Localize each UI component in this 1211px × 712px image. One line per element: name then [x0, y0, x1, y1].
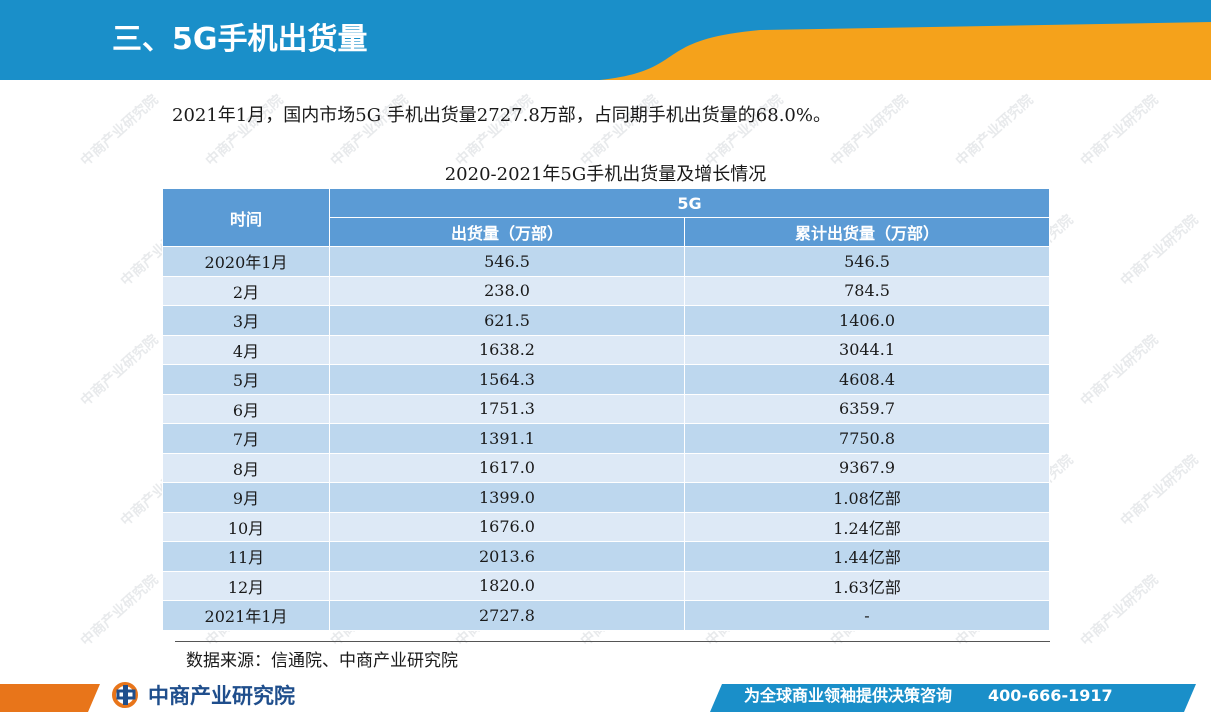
header-background: [0, 0, 1211, 80]
header-5g: 5G: [328, 188, 1051, 218]
cell-shipment: 1638.2: [329, 334, 685, 365]
source-note: 数据来源：信通院、中商产业研究院: [186, 651, 458, 671]
cell-shipment: 1751.3: [329, 393, 685, 424]
cell-shipment: 1676.0: [329, 511, 685, 542]
cell-time: 11月: [162, 541, 330, 572]
cell-cumulative: 9367.9: [683, 452, 1051, 483]
company-logo: 中商产业研究院: [112, 681, 295, 709]
footer-bar: [0, 680, 1211, 712]
cell-shipment: 2013.6: [329, 541, 685, 572]
cell-shipment: 1617.0: [329, 452, 685, 483]
table-row: 5月 1564.3 4608.4: [162, 364, 1051, 395]
cell-shipment: 1564.3: [329, 364, 685, 395]
cell-shipment: 621.5: [329, 305, 685, 336]
cell-cumulative: 1406.0: [683, 305, 1051, 336]
watermark-text: 中商产业研究院: [952, 92, 1037, 170]
table-row: 6月 1751.3 6359.7: [162, 393, 1051, 424]
cell-cumulative: -: [683, 600, 1051, 631]
cell-shipment: 546.5: [329, 246, 685, 277]
table-row: 12月 1820.0 1.63亿部: [162, 570, 1051, 601]
table-row: 2月 238.0 784.5: [162, 275, 1051, 306]
table-body: 2020年1月 546.5 546.5 2月 238.0 784.5 3月 621.5 1406…: [162, 246, 1051, 631]
cell-cumulative: 3044.1: [683, 334, 1051, 365]
watermark-text: 中商产业研究院: [1117, 212, 1202, 290]
header-cumulative: 累计出货量（万部）: [683, 217, 1051, 247]
watermark-text: 中商产业研究院: [77, 332, 162, 410]
cell-shipment: 2727.8: [329, 600, 685, 631]
table-row: 3月 621.5 1406.0: [162, 305, 1051, 336]
table-row: 2021年1月 2727.8-: [162, 600, 1051, 631]
header-banner: 三、5G手机出货量: [0, 0, 1211, 80]
table-row: 9月 1399.0 1.08亿部: [162, 482, 1051, 513]
source-divider: [175, 641, 1050, 642]
company-logo-icon: [112, 682, 138, 708]
cell-time: 9月: [162, 482, 330, 513]
cell-shipment: 1820.0: [329, 570, 685, 601]
table-row: 4月 1638.2 3044.1: [162, 334, 1051, 365]
cell-cumulative: 7750.8: [683, 423, 1051, 454]
cell-time: 6月: [162, 393, 330, 424]
table-row: 7月 1391.1 7750.8: [162, 423, 1051, 454]
table-row: 2020年1月 546.5 546.5: [162, 246, 1051, 277]
logo-text: 中商产业研究院: [148, 684, 295, 708]
intro-text: 2021年1月，国内市场5G 手机出货量2727.8万部，占同期手机出货量的68…: [172, 105, 831, 126]
cell-time: 8月: [162, 452, 330, 483]
header-time: 时间: [162, 188, 330, 247]
watermark-text: 中商产业研究院: [1077, 92, 1162, 170]
watermark-text: 中商产业研究院: [77, 92, 162, 170]
cell-time: 2月: [162, 275, 330, 306]
cell-cumulative: 1.08亿部: [683, 482, 1051, 513]
table-row: 10月 1676.0 1.24亿部: [162, 511, 1051, 542]
header-shipment: 出货量（万部）: [329, 217, 685, 247]
cell-time: 5月: [162, 364, 330, 395]
table-row: 11月 2013.6 1.44亿部: [162, 541, 1051, 572]
table-caption: 2020-2021年5G手机出货量及增长情况: [444, 164, 767, 185]
cell-cumulative: 6359.7: [683, 393, 1051, 424]
shipment-table: 时间 5G 出货量（万部） 累计出货量（万部） 2020年1月 546.5 546.…: [162, 188, 1051, 631]
cell-time: 4月: [162, 334, 330, 365]
cell-cumulative: 784.5: [683, 275, 1051, 306]
watermark-text: 中商产业研究院: [1077, 572, 1162, 650]
cell-time: 2020年1月: [162, 246, 330, 277]
table-row: 8月 1617.0 9367.9: [162, 452, 1051, 483]
cell-time: 7月: [162, 423, 330, 454]
watermark-text: 中商产业研究院: [1077, 332, 1162, 410]
cell-shipment: 1391.1: [329, 423, 685, 454]
cell-cumulative: 1.24亿部: [683, 511, 1051, 542]
watermark-text: 中商产业研究院: [1117, 452, 1202, 530]
cell-time: 12月: [162, 570, 330, 601]
cell-cumulative: 1.44亿部: [683, 541, 1051, 572]
cell-cumulative: 1.63亿部: [683, 570, 1051, 601]
cell-cumulative: 546.5: [683, 246, 1051, 277]
cell-shipment: 238.0: [329, 275, 685, 306]
cell-shipment: 1399.0: [329, 482, 685, 513]
watermark-text: 中商产业研究院: [827, 92, 912, 170]
cell-time: 3月: [162, 305, 330, 336]
footer-phone: 400-666-1917: [988, 686, 1113, 705]
cell-cumulative: 4608.4: [683, 364, 1051, 395]
slide-title: 三、5G手机出货量: [112, 22, 368, 57]
cell-time: 2021年1月: [162, 600, 330, 631]
cell-time: 10月: [162, 511, 330, 542]
footer-background: [0, 684, 1196, 712]
watermark-text: 中商产业研究院: [77, 572, 162, 650]
footer-slogan: 为全球商业领袖提供决策咨询: [744, 686, 953, 705]
